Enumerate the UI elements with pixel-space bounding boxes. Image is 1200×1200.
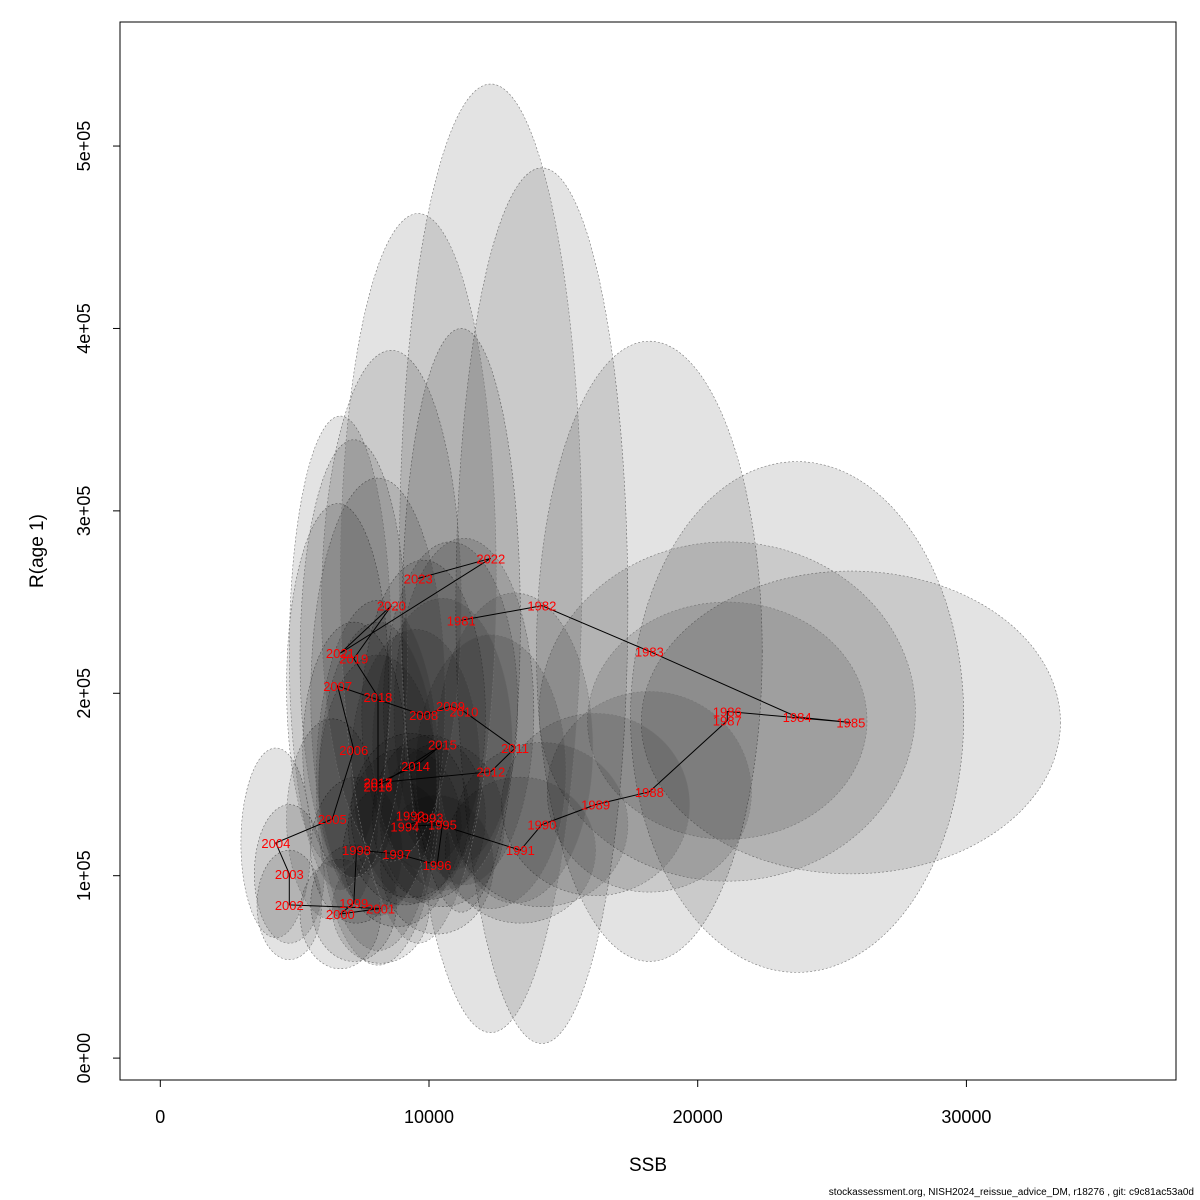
x-tick-label: 30000 <box>941 1107 991 1127</box>
year-label-1994: 1994 <box>390 819 419 834</box>
x-tick-label: 10000 <box>404 1107 454 1127</box>
y-tick-label: 4e+05 <box>74 303 94 354</box>
x-axis: 0 10000 20000 30000 <box>155 1079 991 1127</box>
year-label-2006: 2006 <box>339 743 368 758</box>
year-label-1998: 1998 <box>342 843 371 858</box>
year-label-1997: 1997 <box>382 847 411 862</box>
trajectory-line <box>275 557 851 915</box>
year-label-2022: 2022 <box>476 551 505 566</box>
year-label-2005: 2005 <box>318 812 347 827</box>
year-label-2001: 2001 <box>366 902 395 917</box>
year-label-2016: 2016 <box>363 779 392 794</box>
year-label-1989: 1989 <box>581 798 610 813</box>
year-label-1984: 1984 <box>783 710 812 725</box>
year-label-2017: 2017 <box>363 776 392 791</box>
year-label-1983: 1983 <box>635 644 664 659</box>
year-label-1996: 1996 <box>423 858 452 873</box>
x-tick-label: 0 <box>155 1107 165 1127</box>
year-label-2014: 2014 <box>401 759 430 774</box>
year-label-2002: 2002 <box>275 898 304 913</box>
year-label-2021: 2021 <box>326 646 355 661</box>
ellipse-2023 <box>340 213 497 944</box>
year-label-1982: 1982 <box>527 599 556 614</box>
year-label-1986: 1986 <box>713 705 742 720</box>
year-label-2023: 2023 <box>404 571 433 586</box>
y-tick-label: 0e+00 <box>74 1033 94 1084</box>
y-axis: 0e+00 1e+05 2e+05 3e+05 4e+05 5e+05 <box>74 121 121 1084</box>
year-label-2008: 2008 <box>409 708 438 723</box>
year-label-2009: 2009 <box>436 699 465 714</box>
year-label-2018: 2018 <box>363 690 392 705</box>
year-label-2007: 2007 <box>323 679 352 694</box>
year-label-2012: 2012 <box>476 765 505 780</box>
footer-caption: stockassessment.org, NISH2024_reissue_ad… <box>828 1187 1194 1198</box>
year-label-2004: 2004 <box>261 836 290 851</box>
year-label-2015: 2015 <box>428 737 457 752</box>
year-label-1987: 1987 <box>713 714 742 729</box>
year-label-2010: 2010 <box>449 705 478 720</box>
year-label-2011: 2011 <box>501 741 529 756</box>
year-label-2000: 2000 <box>326 907 355 922</box>
year-label-1995: 1995 <box>428 818 457 833</box>
year-label-1985: 1985 <box>836 715 865 730</box>
year-label-1991: 1991 <box>506 843 535 858</box>
y-tick-label: 5e+05 <box>74 121 94 172</box>
year-label-1981: 1981 <box>447 613 476 628</box>
trajectory-polyline <box>275 557 851 915</box>
year-label-1999: 1999 <box>339 896 368 911</box>
y-tick-label: 2e+05 <box>74 668 94 719</box>
x-axis-title: SSB <box>629 1155 667 1176</box>
x-tick-label: 20000 <box>673 1107 723 1127</box>
year-label-2013: 2013 <box>363 776 392 791</box>
year-label-2003: 2003 <box>275 867 304 882</box>
year-label-2020: 2020 <box>377 599 406 614</box>
y-axis-title: R(age 1) <box>27 514 48 588</box>
year-label-1993: 1993 <box>415 810 444 825</box>
y-tick-label: 3e+05 <box>74 486 94 537</box>
year-label-2019: 2019 <box>339 652 368 667</box>
year-label-1988: 1988 <box>635 785 664 800</box>
y-tick-label: 1e+05 <box>74 850 94 901</box>
ellipse-1981 <box>401 328 521 913</box>
year-label-1992: 1992 <box>396 809 425 824</box>
year-label-1990: 1990 <box>527 818 556 833</box>
